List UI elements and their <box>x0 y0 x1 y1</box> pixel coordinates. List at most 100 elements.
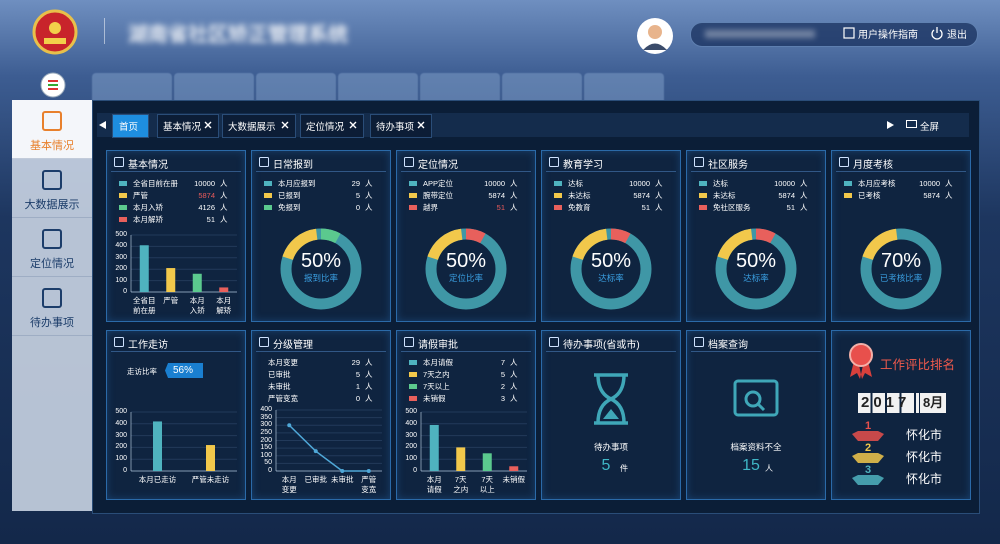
bar <box>219 287 229 292</box>
sidebar-item[interactable] <box>12 277 92 336</box>
row-unit: 人 <box>800 191 808 200</box>
row-value: 5874 <box>923 191 940 200</box>
sidebar <box>12 100 92 511</box>
top-nav-tab[interactable] <box>256 73 336 101</box>
top-nav-tab[interactable] <box>420 73 500 101</box>
rank-name: 怀化市 <box>906 450 943 464</box>
legend-swatch <box>119 181 127 186</box>
panel-header-line <box>111 171 241 172</box>
row-unit: 人 <box>655 191 663 200</box>
sand <box>603 409 619 419</box>
panel-icon <box>694 337 704 347</box>
rate-label: 已考核比率 <box>879 273 923 283</box>
row-value: 51 <box>641 203 650 212</box>
rate-label: 达标率 <box>743 273 769 283</box>
tab-label[interactable]: 定位情况 <box>306 122 345 133</box>
sidebar-icon <box>42 229 62 249</box>
legend-swatch <box>409 360 417 365</box>
year: 2017 <box>858 393 919 413</box>
row-unit: 人 <box>365 203 373 212</box>
arrow <box>99 121 106 129</box>
y-tick-label: 500 <box>405 408 417 415</box>
legend-swatch <box>409 193 417 198</box>
logout-icon <box>931 27 943 40</box>
panel-header-line <box>836 171 966 172</box>
tab[interactable] <box>112 114 149 138</box>
top-nav-tab[interactable] <box>174 73 254 101</box>
panel-title: 待办事项(省或市) <box>563 340 640 351</box>
row-label: 免报到 <box>278 203 301 212</box>
panel: 日常报到 本月应报到 29 人已报到 5 人免报到 0 人 50% 报到比率 <box>251 150 391 322</box>
panel: 工作走访 走访比率 56% 0 100 200 300 400 500 本月已走访 严管未走访 <box>106 330 246 500</box>
panel: 定位情况 APP定位 10000 人腕带定位 5874 人越界 51 人 50% 定位比率 <box>396 150 536 322</box>
tab[interactable] <box>300 114 364 138</box>
tab-label[interactable]: 待办事项 <box>376 122 415 133</box>
tab-label[interactable]: 首页 <box>119 122 139 133</box>
fullscreen[interactable]: 全屏 <box>920 122 940 133</box>
logout[interactable]: 退出 <box>947 30 967 41</box>
y-tick-label: 50 <box>264 459 272 467</box>
bar <box>482 453 492 471</box>
row-label: 未审批 <box>268 382 291 391</box>
panel-icon-shape <box>694 337 704 347</box>
sidebar-icon-shape <box>42 229 62 249</box>
top-nav-tab[interactable] <box>338 73 418 101</box>
bar <box>192 273 202 292</box>
top-nav-tab[interactable] <box>502 73 582 101</box>
panel-header-line <box>256 351 386 352</box>
tab-close <box>281 121 289 129</box>
row-label: 已报到 <box>278 191 301 200</box>
tab[interactable] <box>370 114 432 138</box>
y-tick-label: 150 <box>260 444 272 452</box>
row-value: 10000 <box>629 179 650 188</box>
rate-value: 50% <box>590 250 632 272</box>
row-label: 严管 <box>133 191 148 200</box>
sidebar-label[interactable]: 基本情况 <box>30 140 74 152</box>
avatar-head <box>648 25 662 39</box>
row-unit: 人 <box>365 191 373 200</box>
row-unit: 人 <box>655 203 663 212</box>
avatar-body <box>643 43 667 50</box>
rate-label: 定位比率 <box>448 273 483 283</box>
sidebar-item[interactable] <box>12 218 92 277</box>
legend-swatch <box>699 193 707 198</box>
legend-swatch <box>119 193 127 198</box>
y-tick-label: 250 <box>260 428 272 436</box>
donut <box>860 228 942 310</box>
tab-close <box>349 121 357 129</box>
row-unit: 人 <box>510 358 518 367</box>
panel-icon-shape <box>549 337 559 347</box>
x-tick-label: 严管未走访 <box>191 475 230 484</box>
user-name-blurred <box>705 30 815 38</box>
rate-value: 56% <box>173 365 194 376</box>
donut <box>715 228 797 310</box>
y-tick-label: 100 <box>405 455 417 463</box>
tab-label[interactable]: 大数据展示 <box>228 122 276 133</box>
row-label: 达标 <box>713 179 728 188</box>
y-tick-label: 200 <box>115 443 127 451</box>
top-nav-tab[interactable] <box>584 73 664 101</box>
donut <box>280 228 362 310</box>
top-nav-tab[interactable] <box>92 73 172 101</box>
panel-header-line <box>401 171 531 172</box>
tab-label[interactable]: 基本情况 <box>163 122 202 133</box>
panel-title: 日常报到 <box>273 160 313 171</box>
hourglass <box>594 373 628 425</box>
y-tick-label: 300 <box>115 253 127 261</box>
sidebar-item[interactable] <box>12 159 92 218</box>
y-tick-label: 300 <box>260 421 272 429</box>
sidebar-label[interactable]: 定位情况 <box>30 258 74 270</box>
rate-label: 走访比率 <box>127 367 157 376</box>
panel-icon <box>549 337 559 347</box>
row-unit: 人 <box>220 179 228 188</box>
row-label: 腕带定位 <box>423 191 453 200</box>
row-value: 3 <box>500 394 505 403</box>
panel-title: 工作走访 <box>128 340 168 351</box>
panel-title: 月度考核 <box>853 160 893 171</box>
panel: 社区服务 达标 10000 人未达标 5874 人免社区服务 51 人 50% 达标率 <box>686 150 826 322</box>
sidebar-label[interactable]: 待办事项 <box>30 317 74 329</box>
sidebar-label[interactable]: 大数据展示 <box>24 199 80 211</box>
row-label: 7天以上 <box>423 382 450 391</box>
legend-swatch <box>409 396 417 401</box>
user-guide[interactable]: 用户操作指南 <box>858 30 918 41</box>
